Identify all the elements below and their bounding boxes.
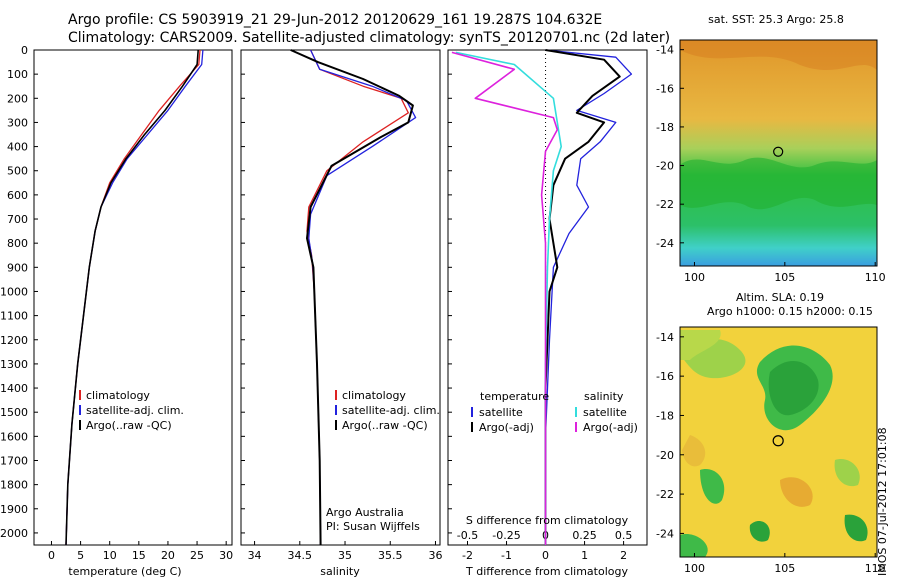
top-x-tick-label: 0.25 [572,529,597,542]
depth-tick-label: 1900 [0,503,28,516]
depth-tick-label: 500 [7,165,28,178]
series-line-salinity-argo-adj- [451,51,559,545]
series-line-argo-raw-qc- [65,49,199,546]
argo-position-marker [773,146,784,157]
sla-map: 100 105 110 -14 -16 -18 -20 -22 -24 [656,326,886,575]
top-x-tick-label: -0.5 [457,529,478,542]
diff-legend-label: satellite [479,406,523,419]
depth-tick-label: 1000 [0,285,28,298]
depth-tick-label: 300 [7,116,28,129]
x-tick-label: 0 [542,549,549,562]
x-tick-label: 30 [219,549,233,562]
legend-label: satellite-adj. clim. [86,404,184,417]
x-tick-label: 35.5 [378,549,403,562]
series-line-salinity-satellite [455,51,563,545]
map-x-tick-label: 105 [774,271,795,284]
legend-label: satellite-adj. clim. [342,404,440,417]
depth-tick-label: 1500 [0,406,28,419]
legend-label: climatology [342,389,406,402]
series-line-temperature-satellite [544,49,633,545]
diff-legend-label: satellite [583,406,627,419]
chart-title-line1: Argo profile: CS 5903919_21 29-Jun-2012 … [68,12,603,28]
x-tick-label: 0 [48,549,55,562]
map-x-tick-label: 110 [865,562,886,575]
x-tick-label: 10 [103,549,117,562]
timestamp-side-label: IMOS 07-Jul-2012 17:01:08 [876,427,889,576]
depth-tick-label: 2000 [0,527,28,540]
argo-position-marker [772,435,784,447]
depth-tick-label: 200 [7,92,28,105]
depth-tick-label: 1300 [0,358,28,371]
depth-tick-label: 1600 [0,430,28,443]
map-x-tick-label: 100 [684,271,705,284]
plot-frame [240,49,441,546]
depth-tick-label: 400 [7,141,28,154]
x-tick-label: 34 [248,549,262,562]
depth-tick-label: 800 [7,237,28,250]
x-tick-label: 2 [620,549,627,562]
depth-tick-label: 100 [7,68,28,81]
x-tick-label: -2 [462,549,473,562]
map-y-tick-label: -20 [656,449,674,462]
series-line-temperature-argo-adj- [544,49,621,545]
profile-panel-3: -2 -1 0 1 2-0.5 -0.25 0 0.25 0.5 [447,49,648,562]
x-tick-label: 20 [161,549,175,562]
diff-legend-label: Argo(-adj) [583,421,638,434]
depth-tick-label: 1800 [0,479,28,492]
depth-tick-label: 0 [21,44,28,57]
map-y-tick-label: -22 [656,488,674,501]
x-tick-label: 35 [338,549,352,562]
x-tick-label: 36 [428,549,442,562]
depth-tick-label: 700 [7,213,28,226]
x-tick-label: -1 [501,549,512,562]
depth-tick-label: 1400 [0,382,28,395]
depth-tick-label: 1100 [0,310,28,323]
map-x-tick-label: 105 [774,562,795,575]
depth-tick-label: 1700 [0,454,28,467]
map-y-tick-label: -14 [656,331,674,344]
series-line-argo-raw-qc- [290,49,414,546]
depth-tick-label: 1200 [0,334,28,347]
legend-label: Argo(..raw -QC) [342,419,428,432]
map-y-tick-label: -18 [656,121,674,134]
sst-map: 100 105 110 -14 -16 -18 -20 -22 -24 [656,39,886,284]
profile-panel-2: 34 34.5 35 35.5 36 [240,49,442,562]
x-tick-label: 1 [581,549,588,562]
series-line-satellite-adj-clim- [308,49,417,546]
map-y-tick-label: -18 [656,409,674,422]
diff-legend-label: Argo(-adj) [479,421,534,434]
legend-label: climatology [86,389,150,402]
x-tick-label: 25 [190,549,204,562]
x-tick-label: 15 [132,549,146,562]
top-x-tick-label: 0.5 [615,529,633,542]
map-y-tick-label: -24 [656,237,674,250]
map-y-tick-label: -14 [656,44,674,57]
top-x-tick-label: -0.25 [492,529,520,542]
series-line-climatology [306,49,409,546]
plot-frame [33,49,233,546]
map-y-tick-label: -20 [656,160,674,173]
map-y-tick-label: -16 [656,82,674,95]
map-x-tick-label: 100 [684,562,705,575]
map-y-tick-label: -24 [656,527,674,540]
map-y-tick-label: -16 [656,370,674,383]
map-x-tick-label: 110 [865,271,886,284]
map-y-tick-label: -22 [656,198,674,211]
x-tick-label: 5 [77,549,84,562]
profile-panel-1: 0100200300400500600700800900100011001200… [0,44,233,562]
x-tick-label: 34.5 [288,549,313,562]
legend-label: Argo(..raw -QC) [86,419,172,432]
series-line-satellite-adj-clim- [65,49,204,546]
chart-title-line2: Climatology: CARS2009. Satellite-adjuste… [68,30,671,46]
sst-field [680,40,877,266]
depth-tick-label: 600 [7,189,28,202]
depth-tick-label: 900 [7,261,28,274]
